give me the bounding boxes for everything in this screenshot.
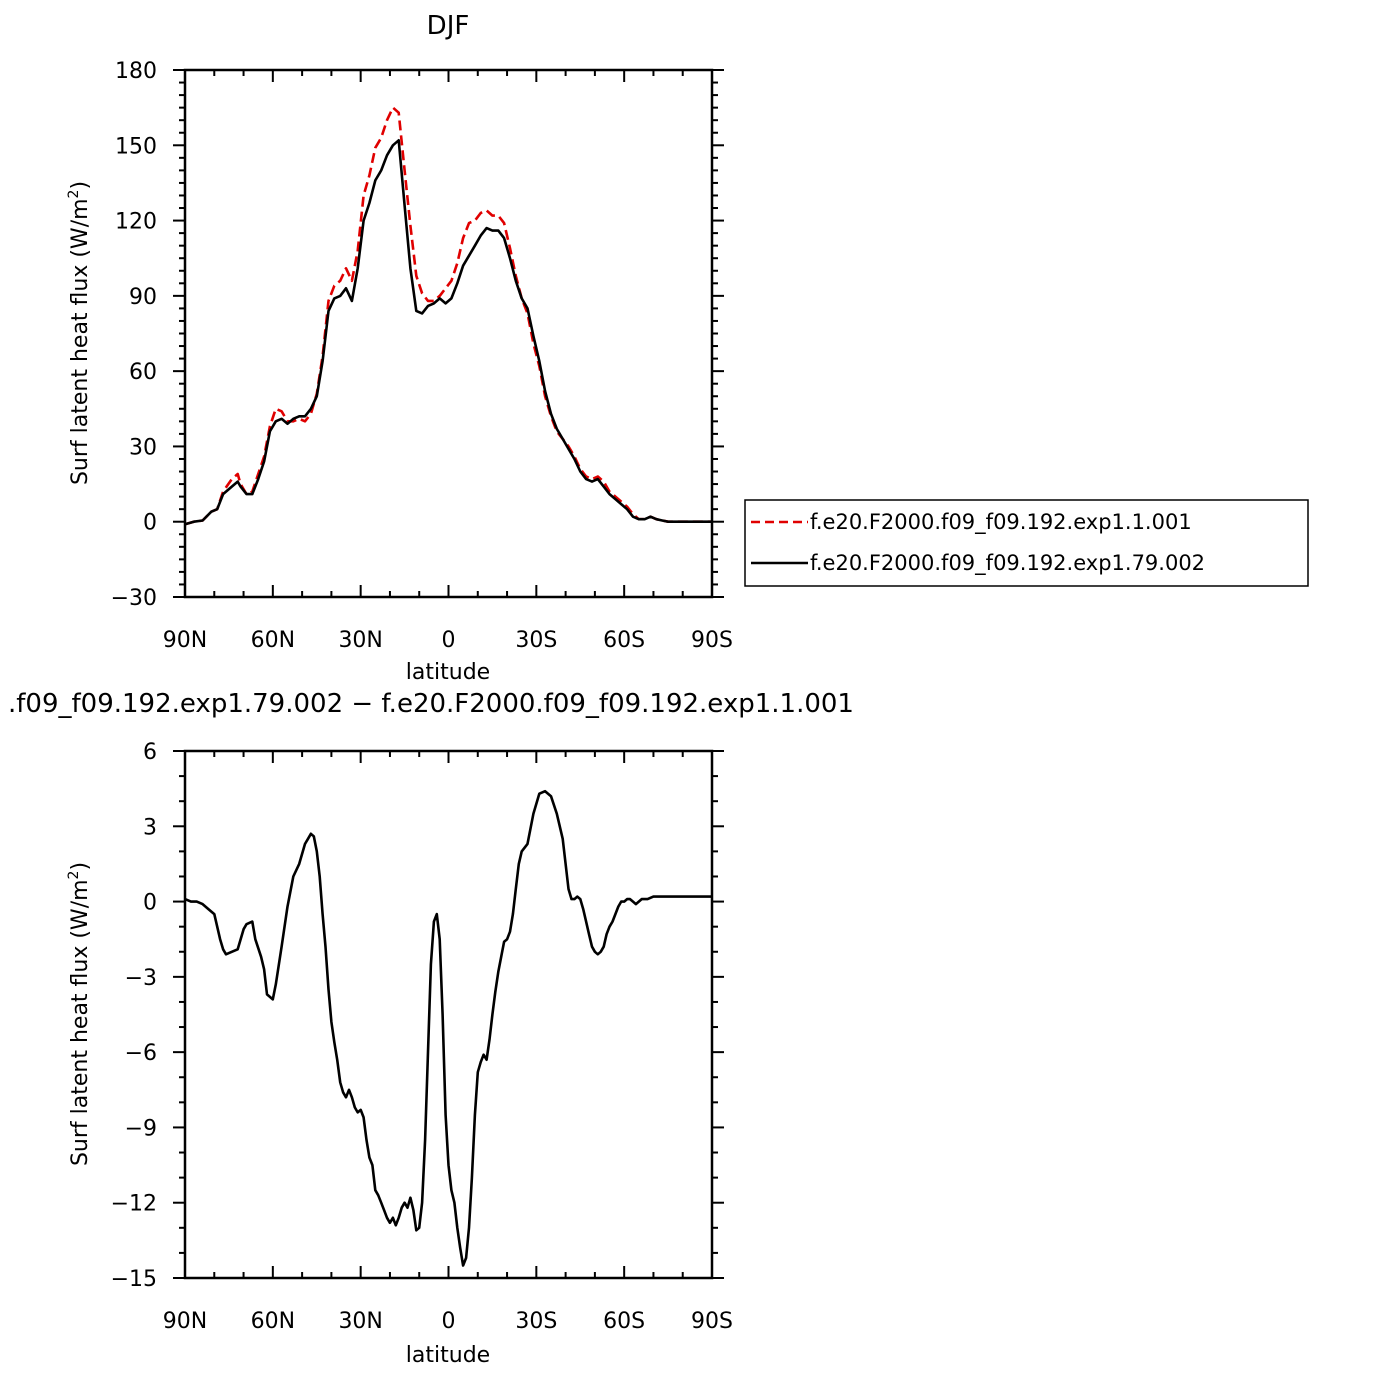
top-chart-y-tick-label: 30 <box>129 435 157 460</box>
bottom-chart: .f09_f09.192.exp1.79.002 − f.e20.F2000.f… <box>8 689 854 1368</box>
top-chart-y-tick-label: 180 <box>115 59 157 84</box>
top-chart-y-axis-label-superscript: 2 <box>66 190 82 199</box>
bottom-chart-y-tick-label: 3 <box>143 815 157 840</box>
bottom-chart-x-tick-label: 30S <box>515 1309 557 1334</box>
bottom-chart-ticks: 90N 60N 30N 0 30S 60S 90S −15 −12 −9 −6 −3 0 3 6 <box>111 740 733 1334</box>
top-chart-series-1-line <box>184 106 712 526</box>
legend: f.e20.F2000.f09_f09.192.exp1.1.001 f.e20… <box>744 499 1309 587</box>
top-chart-y-axis-label-main: Surf latent heat flux (W/m <box>68 198 93 485</box>
bottom-chart-title: .f09_f09.192.exp1.79.002 − f.e20.F2000.f… <box>8 689 854 719</box>
top-chart-title: DJF <box>427 11 470 41</box>
legend-label-series-1: f.e20.F2000.f09_f09.192.exp1.1.001 <box>810 510 1192 535</box>
bottom-chart-x-tick-label: 30N <box>338 1309 382 1334</box>
legend-label-series-2: f.e20.F2000.f09_f09.192.exp1.79.002 <box>810 551 1205 576</box>
top-chart-x-tick-label: 0 <box>442 628 456 653</box>
top-chart-y-axis-label-close: ) <box>68 181 93 190</box>
bottom-chart-y-tick-label: −6 <box>125 1041 157 1066</box>
top-chart-y-tick-label: 60 <box>129 360 157 385</box>
top-chart-y-tick-label: −30 <box>111 586 157 611</box>
top-chart-x-tick-label: 60S <box>603 628 645 653</box>
bottom-chart-y-axis-label: Surf latent heat flux (W/m2) <box>66 862 93 1166</box>
top-chart-series-layer <box>184 106 712 526</box>
bottom-chart-x-tick-label: 60S <box>603 1309 645 1334</box>
top-chart-y-tick-label: 120 <box>115 210 157 235</box>
top-chart-x-axis-label: latitude <box>406 660 490 685</box>
top-chart-y-tick-label: 90 <box>129 285 157 310</box>
bottom-chart-y-axis-label-superscript: 2 <box>66 871 82 880</box>
bottom-chart-series-layer <box>184 789 712 1267</box>
top-chart-y-axis-label: Surf latent heat flux (W/m2) <box>66 181 93 485</box>
top-chart-x-tick-label: 90S <box>691 628 733 653</box>
top-chart-y-tick-label: 0 <box>143 511 157 536</box>
bottom-chart-y-tick-label: 0 <box>143 891 157 916</box>
top-chart-series-2-line <box>184 139 712 526</box>
bottom-chart-y-tick-label: −3 <box>125 966 157 991</box>
bottom-chart-x-tick-label: 90N <box>163 1309 207 1334</box>
bottom-chart-y-tick-label: −15 <box>111 1267 157 1292</box>
top-chart-y-tick-label: 150 <box>115 134 157 159</box>
bottom-chart-y-axis-label-close: ) <box>68 862 93 871</box>
top-chart-x-tick-label: 30S <box>515 628 557 653</box>
top-chart-x-tick-label: 30N <box>338 628 382 653</box>
bottom-chart-frame <box>183 749 714 1280</box>
bottom-chart-series-1-line <box>184 789 712 1267</box>
bottom-chart-x-tick-label: 0 <box>442 1309 456 1334</box>
top-chart-ticks: 90N 60N 30N 0 30S 60S 90S −30 0 30 60 90 120 150 180 <box>111 59 733 653</box>
bottom-chart-y-axis-label-main: Surf latent heat flux (W/m <box>68 879 93 1166</box>
legend-box <box>744 499 1309 587</box>
bottom-chart-x-tick-label: 90S <box>691 1309 733 1334</box>
top-chart: DJF 90N 60N 30N 0 30S 60S 90S −30 0 30 60 90 120 150 1… <box>66 11 733 685</box>
top-chart-x-tick-label: 60N <box>251 628 295 653</box>
bottom-chart-y-tick-label: 6 <box>143 740 157 765</box>
bottom-chart-x-tick-label: 60N <box>251 1309 295 1334</box>
bottom-chart-y-tick-label: −12 <box>111 1192 157 1217</box>
top-chart-x-tick-label: 90N <box>163 628 207 653</box>
bottom-chart-x-axis-label: latitude <box>406 1343 490 1368</box>
bottom-chart-y-tick-label: −9 <box>125 1116 157 1141</box>
